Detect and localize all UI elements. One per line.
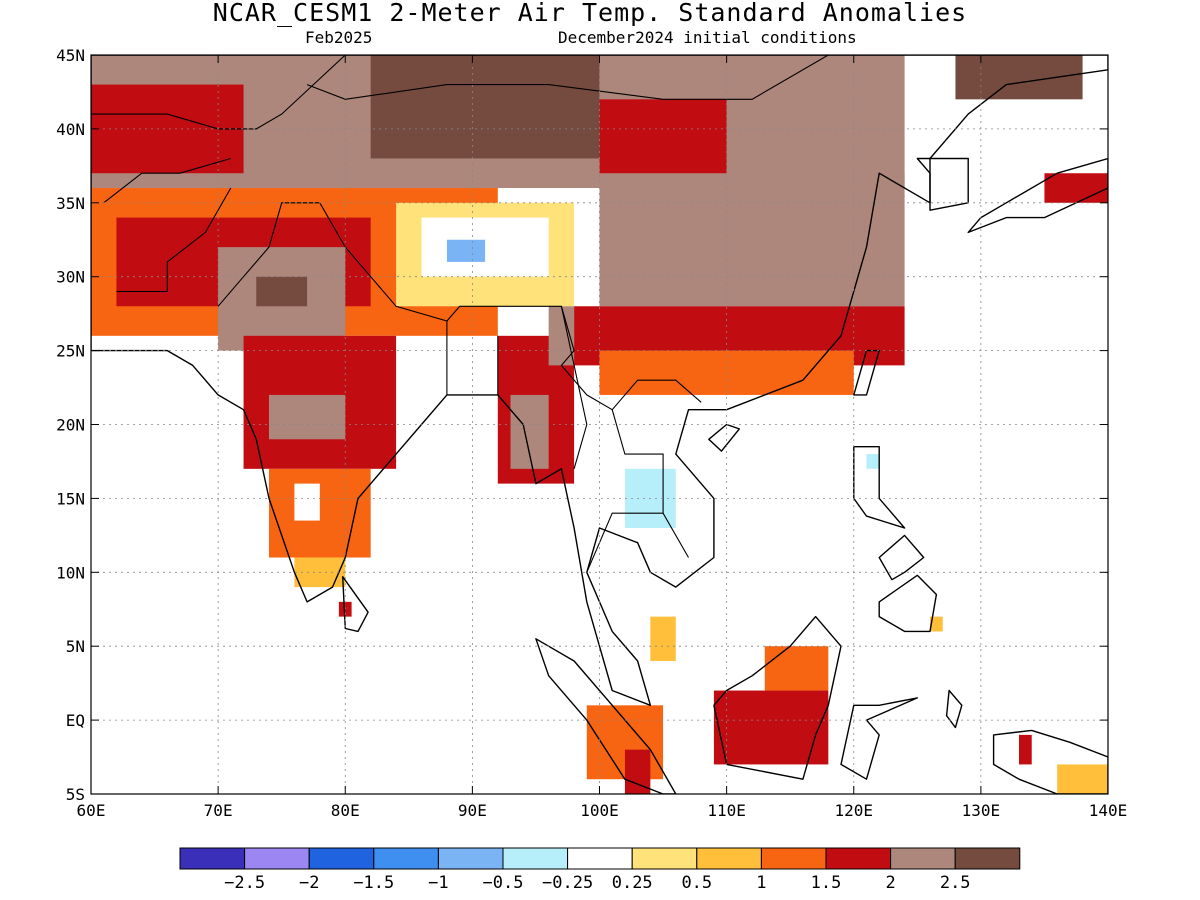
anomaly-region-17 (268, 468, 371, 558)
y-tick-label: 40N (56, 120, 85, 139)
y-tick-label: 10N (56, 563, 85, 582)
anomaly-region-30 (1057, 764, 1108, 794)
y-tick-label: 30N (56, 268, 85, 287)
border-0 (103, 157, 231, 204)
colorbar-swatch (373, 847, 439, 870)
coastline-taiwan (853, 349, 880, 396)
x-tick-label: 80E (331, 801, 360, 820)
colorbar-swatch (825, 847, 892, 870)
y-tick-label: EQ (66, 711, 85, 730)
border-6 (611, 409, 664, 514)
anomaly-region-32 (338, 601, 352, 617)
colorbar-swatch (890, 847, 956, 870)
anomaly-region-4 (599, 99, 727, 189)
colorbar-swatch (567, 847, 633, 870)
colorbar-swatch (631, 847, 698, 870)
colorbar-label: −1.5 (353, 873, 394, 893)
colorbar-swatch (179, 847, 246, 870)
y-tick-label: 15N (56, 489, 85, 508)
graticule (91, 55, 1108, 794)
coastline-mindanao (878, 574, 938, 633)
x-tick-label: 90E (458, 801, 487, 820)
y-tick-label: 35N (56, 194, 85, 213)
forecast-month: Feb2025 (305, 28, 373, 47)
anomaly-region-18 (294, 483, 320, 521)
anomaly-region-1 (370, 55, 600, 159)
coastline-asia (91, 55, 1108, 706)
coastlines (91, 55, 1108, 794)
colorbar-swatch (696, 847, 762, 870)
colorbar-label: 2.5 (940, 873, 971, 893)
y-tick-label: 25N (56, 342, 85, 361)
border-8 (306, 55, 829, 100)
x-tick-label: 120E (834, 801, 873, 820)
anomaly-region-12 (599, 173, 905, 307)
colorbar-label: −1 (428, 873, 448, 893)
coastline-sumatra (535, 638, 677, 794)
y-tick-label: 20N (56, 416, 85, 435)
anomaly-region-21 (510, 394, 549, 469)
colorbar-label: −0.25 (542, 873, 593, 893)
country-borders (91, 55, 829, 573)
x-tick-label: 70E (204, 801, 233, 820)
coastline-sulawesi (840, 697, 918, 780)
anomaly-region-25 (713, 690, 829, 765)
colorbar-swatch (760, 847, 827, 870)
coastline-halmahera (945, 689, 963, 729)
colorbar-label: −2 (299, 873, 319, 893)
colorbar-swatch (954, 847, 1021, 870)
border-2 (116, 187, 232, 293)
anomaly-region-14 (599, 350, 854, 395)
y-tick-label: 45N (56, 46, 85, 65)
anomaly-region-31 (1019, 734, 1032, 765)
anomaly-region-16 (268, 394, 346, 440)
coastline-sri-lanka (342, 576, 369, 633)
coastline-hainan (708, 423, 740, 452)
anomaly-region-35 (866, 454, 880, 469)
coastline-visayas (878, 534, 925, 581)
colorbar-label: −2.5 (224, 873, 265, 893)
coastline-luzon (853, 446, 906, 529)
coastline-japan (967, 157, 1108, 234)
x-tick-label: 110E (707, 801, 746, 820)
anomaly-region-34 (930, 616, 943, 632)
coastline-korea (916, 157, 969, 211)
x-tick-label: 130E (962, 801, 1001, 820)
anomaly-region-33 (1044, 173, 1108, 203)
colorbar-swatch (502, 847, 569, 870)
colorbar-label: 1.5 (811, 873, 842, 893)
y-tick-label: 5N (66, 637, 85, 656)
anomaly-region-2 (955, 55, 1083, 100)
initial-conditions: December2024 initial conditions (558, 28, 857, 47)
colorbar-label: 1 (756, 873, 766, 893)
x-tick-label: 100E (580, 801, 619, 820)
colorbar-label: 0.5 (681, 873, 712, 893)
colorbar-label: 2 (885, 873, 895, 893)
axes: 60E 70E 80E 90E 100E 110E 120E 130E 140E 45N 40N 35… (56, 46, 1127, 820)
colorbar-label: 0.25 (612, 873, 653, 893)
y-tick-label: 5S (66, 785, 85, 804)
anomaly-region-27 (650, 616, 676, 661)
anomaly-region-8 (256, 276, 308, 307)
coastline-new-guinea (992, 729, 1108, 794)
anomaly-region-29 (624, 749, 651, 794)
anomaly-fill-layer (91, 55, 1108, 794)
x-tick-label: 140E (1089, 801, 1128, 820)
colorbar-swatch (437, 847, 504, 870)
colorbar-swatch (244, 847, 310, 870)
map-title: NCAR_CESM1 2-Meter Air Temp. Standard An… (212, 0, 968, 27)
border-9 (91, 55, 346, 130)
colorbar: −2.5 −2 −1.5 −1 −0.5 −0.25 0.25 0.5 1 1.5 2 2.5 (179, 847, 1021, 893)
colorbar-label: −0.5 (483, 873, 524, 893)
border-7 (560, 306, 588, 469)
anomaly-region-11 (446, 239, 486, 262)
x-tick-label: 60E (77, 801, 106, 820)
anomaly-region-26 (764, 646, 829, 691)
colorbar-swatch (308, 847, 375, 870)
